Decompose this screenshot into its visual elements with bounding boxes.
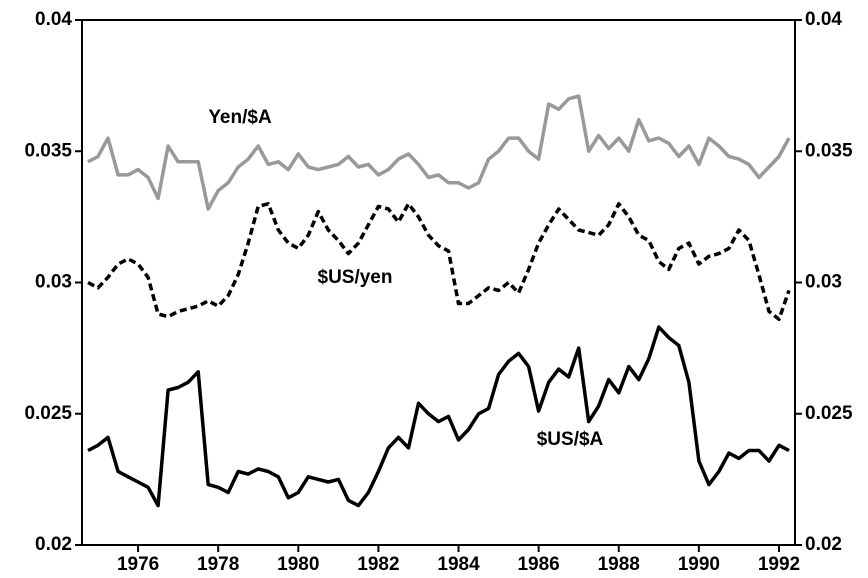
- y-tick-label: 0.04: [35, 9, 72, 30]
- y-tick-label: 0.03: [35, 272, 72, 293]
- y2-tick-label: 0.025: [805, 403, 853, 424]
- series-line: [87, 202, 791, 322]
- series-label: $US/yen: [318, 267, 393, 288]
- y-tick-label: 0.035: [24, 140, 72, 161]
- series-label: $US/$A: [537, 429, 604, 450]
- x-tick-label: 1980: [277, 554, 319, 575]
- series-line: [87, 325, 790, 508]
- y2-tick-label: 0.03: [805, 272, 842, 293]
- x-tick-label: 1986: [517, 554, 559, 575]
- x-tick-label: 1988: [598, 554, 640, 575]
- x-tick-label: 1982: [357, 554, 399, 575]
- series-label: Yen/$A: [208, 107, 272, 128]
- x-tick-label: 1992: [758, 554, 800, 575]
- x-tick-label: 1984: [437, 554, 480, 575]
- y-tick-label: 0.025: [24, 403, 72, 424]
- y2-tick-label: 0.04: [805, 9, 842, 30]
- y2-tick-label: 0.035: [805, 140, 853, 161]
- x-tick-label: 1990: [678, 554, 720, 575]
- series-line: [87, 94, 791, 211]
- y2-tick-label: 0.02: [805, 534, 842, 555]
- plot-frame: [81, 19, 796, 546]
- x-tick-label: 1976: [117, 554, 159, 575]
- y-tick-label: 0.02: [35, 534, 72, 555]
- x-tick-label: 1978: [197, 554, 239, 575]
